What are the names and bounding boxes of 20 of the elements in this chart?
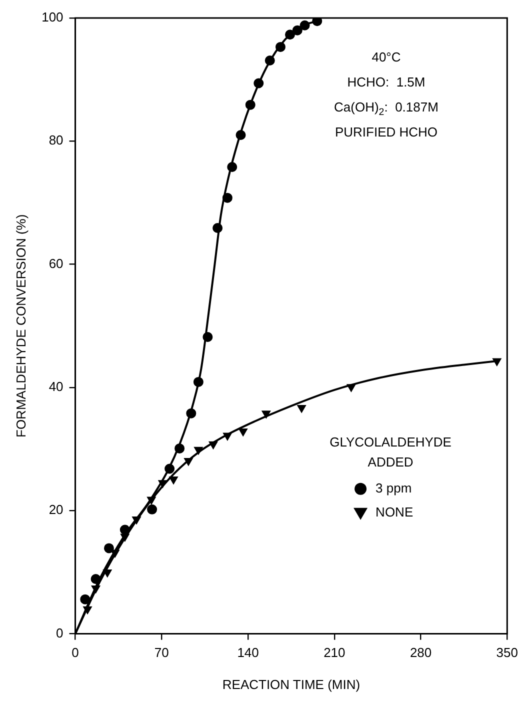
y-tick-label: 80	[48, 132, 64, 148]
x-tick-label: 280	[410, 645, 432, 660]
x-tick-label: 350	[496, 645, 518, 660]
y-tick-label: 60	[48, 256, 64, 271]
y-tick-label: 0	[56, 625, 64, 640]
legend-label: NONE	[376, 504, 414, 520]
legend-title: GLYCOLALDEHYDE ADDED	[330, 434, 452, 470]
x-tick-label: 210	[324, 645, 346, 660]
legend-label: 3 ppm	[376, 480, 412, 496]
x-axis-title: REACTION TIME (MIN)	[222, 676, 360, 692]
x-tick-label: 140	[237, 645, 259, 660]
x-tick-label: 70	[154, 645, 169, 660]
y-tick-label: 100	[42, 10, 64, 25]
y-tick-label: 40	[48, 379, 64, 394]
x-tick-label: 0	[72, 645, 79, 660]
y-tick-label: 20	[48, 502, 64, 518]
annotation: 40°C	[372, 50, 401, 65]
y-axis-title: FORMALDEHYDE CONVERSION (%)	[13, 214, 28, 438]
annotation: PURIFIED HCHO	[334, 124, 438, 140]
annotation: HCHO: 1.5M	[347, 74, 426, 90]
